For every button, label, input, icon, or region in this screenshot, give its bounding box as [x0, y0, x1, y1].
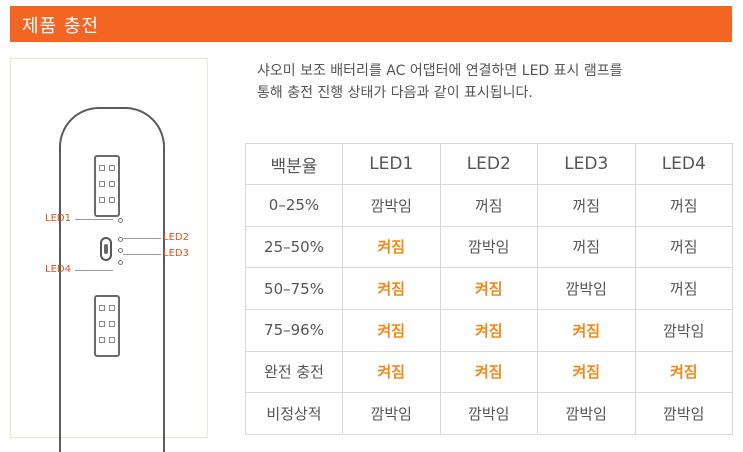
- led3-dot-icon: [118, 248, 123, 253]
- led-status-cell: 깜박임: [537, 267, 636, 310]
- led3-label: LED3: [163, 248, 189, 259]
- section-header-bar: 제품 충전: [10, 6, 732, 42]
- led-status-cell: 꺼짐: [634, 267, 733, 310]
- header-percent: 백분율: [245, 143, 343, 185]
- percent-cell: 75–96%: [245, 308, 343, 352]
- led1-label: LED1: [45, 213, 71, 224]
- led2-dot-icon: [118, 237, 123, 242]
- led-status-cell: 켜짐: [439, 267, 538, 310]
- header-led4: LED4: [634, 143, 733, 185]
- table-row: 비정상적 깜박임 깜박임 깜박임 깜박임: [245, 392, 733, 435]
- table-header-row: 백분율 LED1 LED2 LED3 LED4: [245, 143, 733, 185]
- usb-port-bottom-icon: [94, 295, 120, 357]
- table-row: 25–50% 켜짐 깜박임 꺼짐 꺼짐: [245, 225, 733, 269]
- led-status-cell: 켜짐: [537, 350, 636, 394]
- description-line-2: 통해 충전 진행 상태가 다음과 같이 표시됩니다.: [257, 85, 533, 101]
- led4-pointer-line: [75, 270, 113, 271]
- led-status-cell: 꺼짐: [537, 225, 636, 269]
- led1-dot-icon: [118, 218, 123, 223]
- usb-c-port-icon: [100, 237, 112, 261]
- led4-label: LED4: [45, 264, 71, 275]
- led-status-cell: 켜짐: [439, 350, 538, 394]
- power-bank-outline: [59, 107, 165, 452]
- charging-description: 샤오미 보조 배터리를 AC 어댑터에 연결하면 LED 표시 램프를 통해 충…: [257, 60, 737, 104]
- table-body: 0–25% 깜박임 꺼짐 꺼짐 꺼짐 25–50% 켜짐 깜박임 꺼짐 꺼짐 50–75% 켜짐 켜짐 깜…: [245, 184, 733, 435]
- percent-cell: 25–50%: [245, 225, 343, 269]
- led-status-cell: 켜짐: [342, 225, 441, 269]
- header-led3: LED3: [537, 143, 636, 185]
- led-status-cell: 켜짐: [634, 350, 733, 394]
- led-status-cell: 깜박임: [634, 392, 733, 435]
- led-status-cell: 꺼짐: [537, 184, 636, 227]
- led-status-cell: 꺼짐: [634, 184, 733, 227]
- percent-cell: 0–25%: [245, 184, 343, 227]
- section-title: 제품 충전: [22, 16, 99, 37]
- percent-cell: 비정상적: [245, 392, 343, 435]
- table-row: 0–25% 깜박임 꺼짐 꺼짐 꺼짐: [245, 184, 733, 227]
- led-status-cell: 깜박임: [537, 392, 636, 435]
- led2-label: LED2: [163, 232, 189, 243]
- led-status-cell: 켜짐: [342, 308, 441, 352]
- led-status-cell: 켜짐: [342, 267, 441, 310]
- usb-port-top-icon: [94, 155, 120, 217]
- led-status-cell: 꺼짐: [439, 184, 538, 227]
- led-status-cell: 깜박임: [342, 184, 441, 227]
- header-led1: LED1: [342, 143, 441, 185]
- percent-cell: 50–75%: [245, 267, 343, 310]
- led-status-cell: 켜짐: [439, 308, 538, 352]
- led-status-table: 백분율 LED1 LED2 LED3 LED4 0–25% 깜박임 꺼짐 꺼짐 꺼짐 25…: [245, 143, 733, 435]
- led-status-cell: 깜박임: [634, 308, 733, 352]
- led-status-cell: 켜짐: [342, 350, 441, 394]
- led-status-cell: 깜박임: [439, 392, 538, 435]
- led4-dot-icon: [118, 260, 123, 265]
- header-led2: LED2: [439, 143, 538, 185]
- led-status-cell: 꺼짐: [634, 225, 733, 269]
- led1-pointer-line: [75, 219, 113, 220]
- description-line-1: 샤오미 보조 배터리를 AC 어댑터에 연결하면 LED 표시 램프를: [257, 63, 623, 79]
- table-row: 75–96% 켜짐 켜짐 켜짐 깜박임: [245, 308, 733, 352]
- table-row: 50–75% 켜짐 켜짐 깜박임 꺼짐: [245, 267, 733, 310]
- led-status-cell: 켜짐: [537, 308, 636, 352]
- led-status-cell: 깜박임: [439, 225, 538, 269]
- led2-pointer-line: [123, 238, 161, 239]
- led3-pointer-line: [123, 254, 161, 255]
- percent-cell: 완전 충전: [245, 350, 343, 394]
- led-status-cell: 깜박임: [342, 392, 441, 435]
- table-row: 완전 충전 켜짐 켜짐 켜짐 켜짐: [245, 350, 733, 394]
- device-illustration-panel: LED1 LED2 LED3 LED4: [10, 58, 208, 452]
